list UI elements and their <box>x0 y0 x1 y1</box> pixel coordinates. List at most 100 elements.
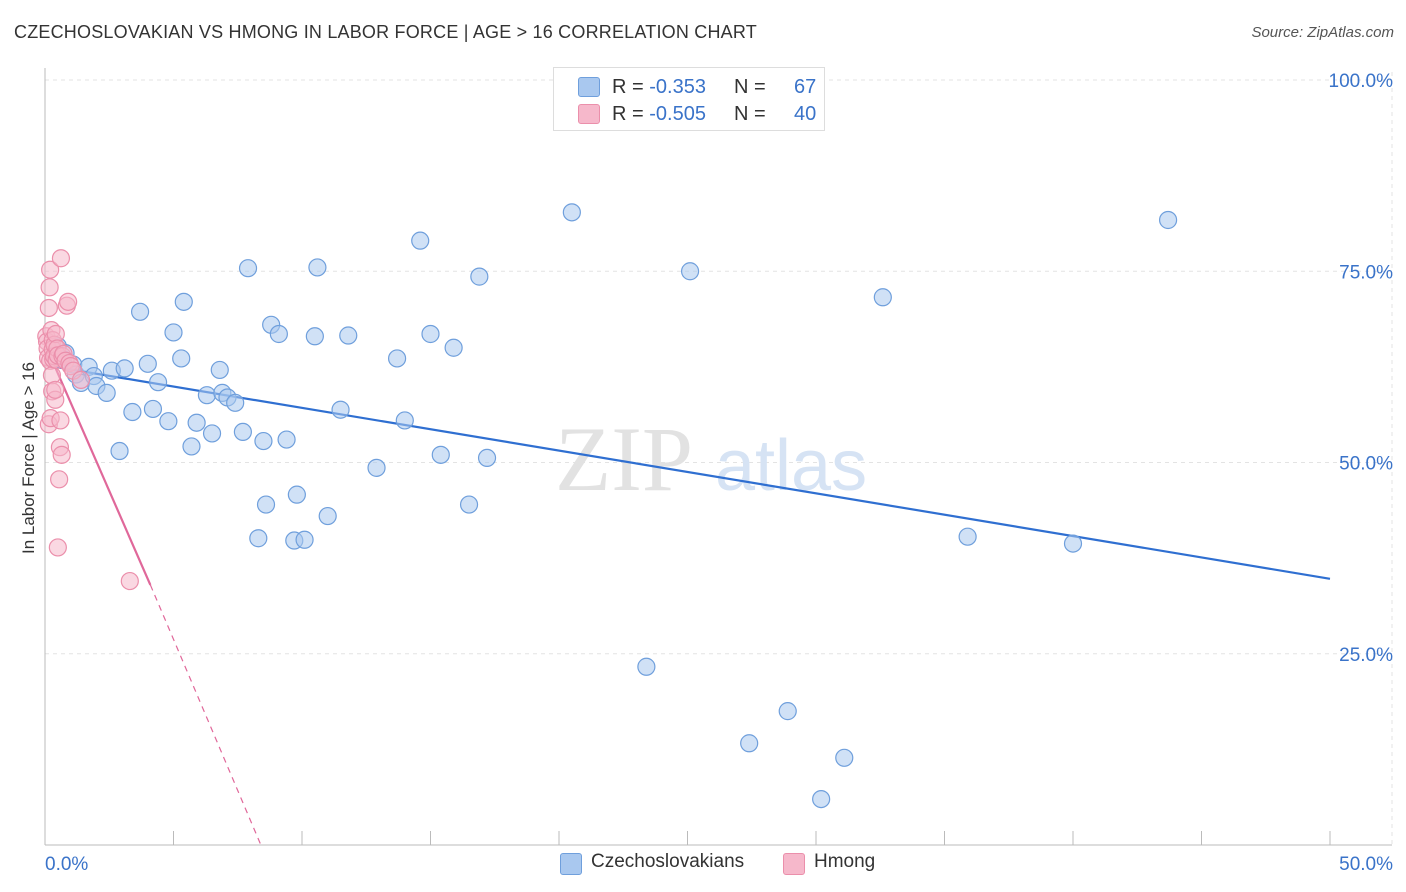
data-point-czechoslovakians <box>1158 210 1178 230</box>
y-tick-label: 25.0% <box>1339 645 1393 666</box>
legend-label: Czechoslovakians <box>591 851 745 872</box>
data-point-czechoslovakians <box>238 259 258 278</box>
data-point-czechoslovakians <box>130 302 150 321</box>
data-point-czechoslovakians <box>143 399 163 419</box>
r-value: -0.353 <box>649 76 706 98</box>
data-point-czechoslovakians <box>164 323 183 342</box>
data-point-czechoslovakians <box>249 529 268 548</box>
tick-label-layer: 25.0% 50.0% 75.0% 100.0% 0.0% 50.0% In Labor F… <box>19 71 1393 875</box>
data-point-czechoslovakians <box>812 789 831 809</box>
data-point-czechoslovakians <box>110 441 129 461</box>
data-point-hmong <box>48 538 67 557</box>
y-axis-label: In Labor Force | Age > 16 <box>19 362 38 554</box>
axis-layer <box>44 68 1392 846</box>
y-tick-label: 100.0% <box>1329 71 1394 92</box>
watermark-zip: ZIP <box>555 408 693 510</box>
data-point-hmong <box>40 278 59 297</box>
data-point-czechoslovakians <box>411 231 430 250</box>
trendline-czechoslovakians <box>55 365 1331 580</box>
chart-title: CZECHOSLOVAKIAN VS HMONG IN LABOR FORCE … <box>14 22 757 42</box>
n-value: 40 <box>794 103 817 125</box>
data-point-czechoslovakians <box>287 485 306 504</box>
grid-layer <box>45 72 1393 845</box>
data-point-czechoslovakians <box>958 527 977 546</box>
data-point-hmong <box>51 411 70 430</box>
data-point-czechoslovakians <box>295 530 314 549</box>
y-tick-label: 75.0% <box>1339 262 1393 283</box>
n-value: 67 <box>794 76 817 98</box>
data-point-hmong <box>52 445 71 464</box>
data-point-czechoslovakians <box>562 203 581 222</box>
data-point-czechoslovakians <box>470 267 489 286</box>
r-label: R = <box>612 103 644 125</box>
data-point-czechoslovakians <box>318 506 337 526</box>
data-point-hmong <box>50 470 69 489</box>
n-label: N = <box>734 76 766 98</box>
data-point-czechoslovakians <box>115 359 134 378</box>
data-point-hmong <box>39 298 58 318</box>
n-label: N = <box>734 103 766 125</box>
data-point-czechoslovakians <box>233 422 252 441</box>
data-point-czechoslovakians <box>637 657 656 676</box>
data-point-czechoslovakians <box>123 402 142 422</box>
data-point-czechoslovakians <box>395 411 414 430</box>
data-point-czechoslovakians <box>459 495 479 514</box>
correlation-legend: R = -0.353 N = 67 R = -0.505 N = 40 <box>553 67 825 131</box>
data-point-czechoslovakians <box>187 413 206 432</box>
r-value: -0.505 <box>649 103 706 125</box>
trend-layer <box>43 343 1331 846</box>
data-point-czechoslovakians <box>387 349 407 368</box>
point-layer <box>37 203 1178 809</box>
watermark: ZIP atlas <box>555 408 867 510</box>
data-point-czechoslovakians <box>172 349 191 368</box>
data-point-czechoslovakians <box>680 262 700 281</box>
data-point-czechoslovakians <box>367 458 386 477</box>
data-point-czechoslovakians <box>431 445 450 464</box>
r-label: R = <box>612 76 644 98</box>
watermark-atlas: atlas <box>715 426 867 506</box>
y-tick-label: 50.0% <box>1339 454 1393 475</box>
data-point-hmong <box>71 370 91 389</box>
data-point-czechoslovakians <box>444 338 463 357</box>
data-point-czechoslovakians <box>778 702 797 721</box>
legend-swatch-czechoslovakians <box>578 77 600 97</box>
data-point-czechoslovakians <box>331 400 350 419</box>
data-point-czechoslovakians <box>197 386 217 405</box>
data-point-czechoslovakians <box>269 324 288 344</box>
data-point-czechoslovakians <box>148 373 168 392</box>
data-point-hmong <box>46 380 65 399</box>
data-point-czechoslovakians <box>305 327 324 346</box>
data-point-hmong <box>51 249 71 268</box>
data-point-czechoslovakians <box>159 412 178 431</box>
trendline-hmong-extension <box>149 584 262 846</box>
data-point-hmong <box>41 260 60 279</box>
data-point-czechoslovakians <box>256 495 276 514</box>
data-point-hmong <box>59 292 78 311</box>
data-point-czechoslovakians <box>138 354 157 373</box>
data-point-czechoslovakians <box>873 288 892 307</box>
data-point-czechoslovakians <box>277 430 296 449</box>
data-point-czechoslovakians <box>254 431 273 451</box>
data-point-czechoslovakians <box>210 360 229 380</box>
data-point-czechoslovakians <box>1063 534 1083 553</box>
x-tick-label-max: 50.0% <box>1339 854 1393 875</box>
data-point-czechoslovakians <box>308 258 327 277</box>
legend-swatch-czechoslovakians <box>560 853 582 875</box>
data-point-czechoslovakians <box>174 292 193 311</box>
source-label: Source: ZipAtlas.com <box>1251 24 1394 41</box>
data-point-czechoslovakians <box>339 326 358 345</box>
legend-label: Hmong <box>814 851 876 872</box>
legend-swatch-hmong <box>783 853 805 875</box>
data-point-czechoslovakians <box>202 424 222 443</box>
data-point-czechoslovakians <box>740 734 759 753</box>
data-point-czechoslovakians <box>97 383 116 402</box>
data-point-czechoslovakians <box>182 437 201 456</box>
data-point-czechoslovakians <box>421 324 440 344</box>
data-point-czechoslovakians <box>835 748 854 767</box>
data-point-hmong <box>120 571 139 591</box>
trendline-hmong <box>43 343 152 586</box>
data-point-czechoslovakians <box>477 448 497 468</box>
x-tick-label-min: 0.0% <box>45 854 88 875</box>
data-point-czechoslovakians <box>226 393 245 412</box>
